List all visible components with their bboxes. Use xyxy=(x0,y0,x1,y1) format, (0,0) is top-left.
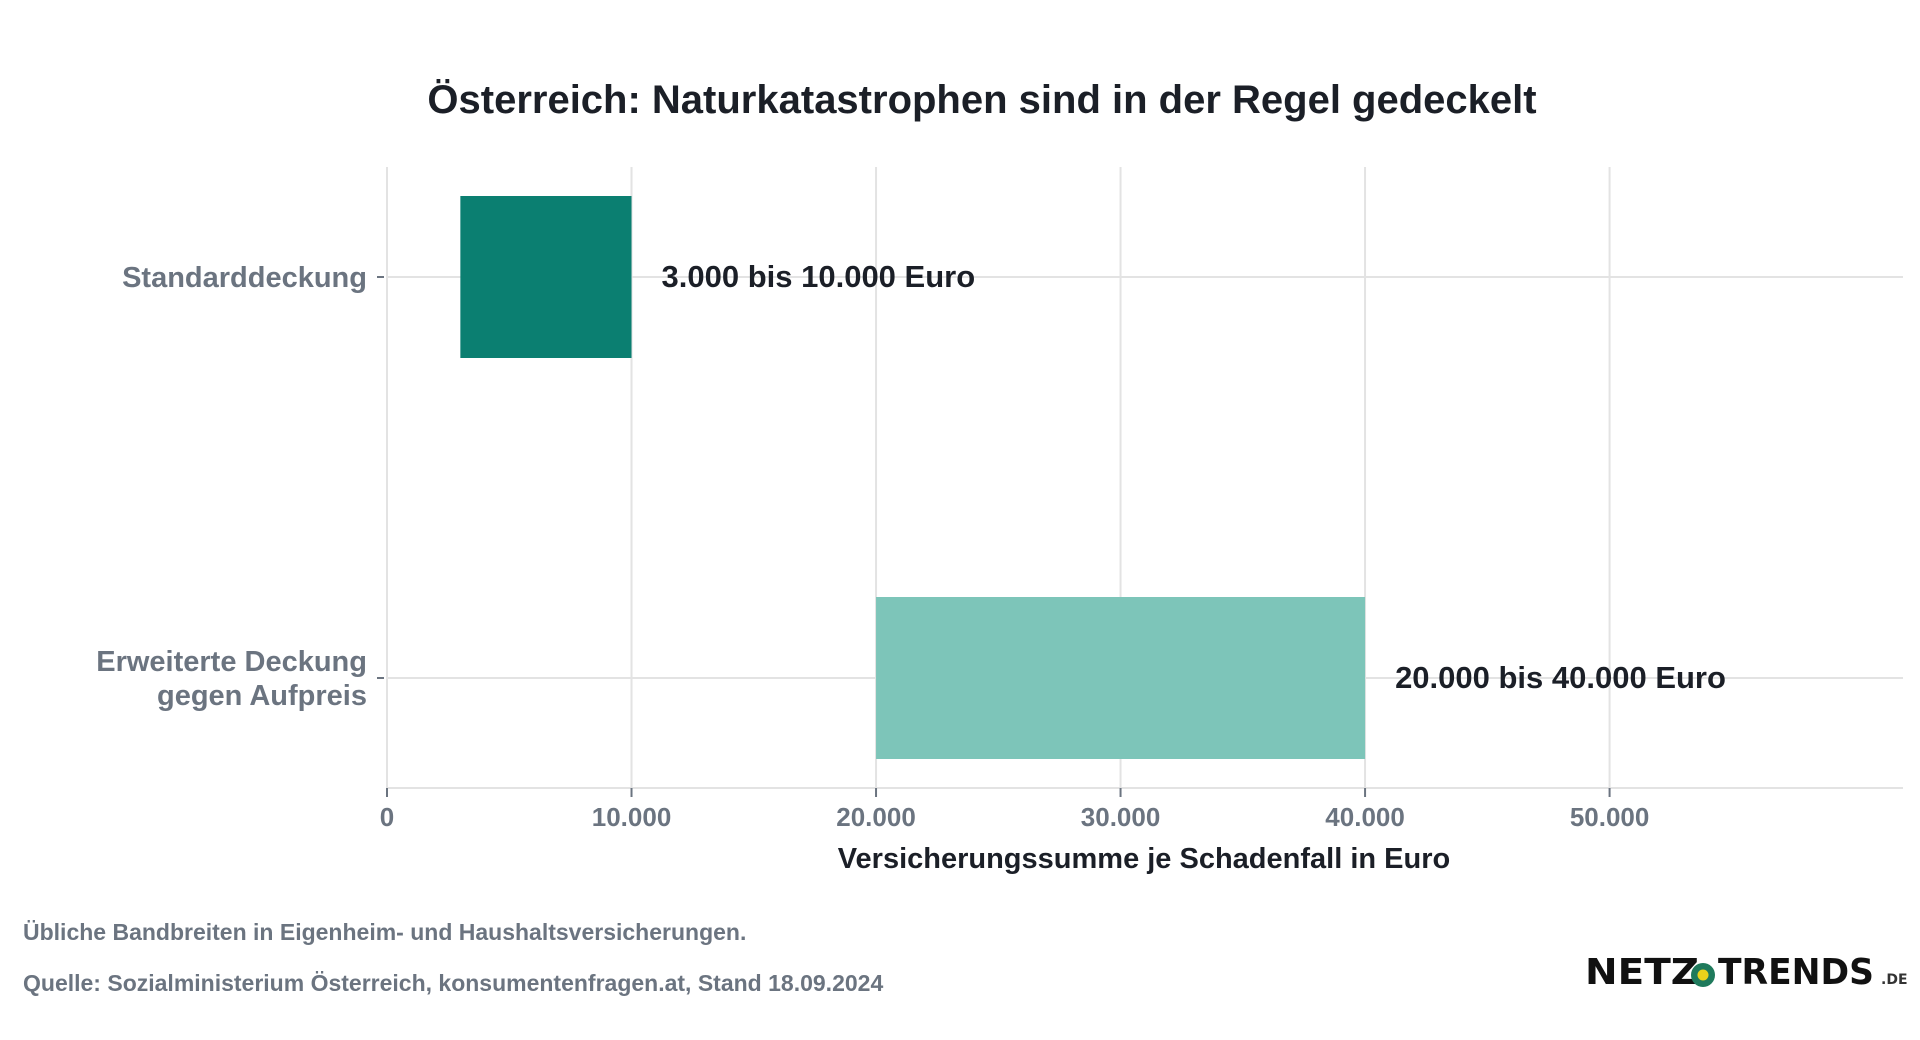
netztrends-logo: NETZ TRENDS .DE xyxy=(1585,952,1908,993)
bar-value-label: 20.000 bis 40.000 Euro xyxy=(1395,660,1726,695)
logo-text-netz: NETZ xyxy=(1585,952,1699,993)
x-axis-tick-label: 0 xyxy=(380,802,394,832)
chart-title: Österreich: Naturkatastrophen sind in de… xyxy=(427,77,1536,122)
bar xyxy=(876,597,1366,759)
footnote: Übliche Bandbreiten in Eigenheim- und Ha… xyxy=(23,919,746,945)
x-axis-tick-label: 40.000 xyxy=(1325,802,1405,832)
bars xyxy=(460,196,1366,759)
logo-dot-center-icon xyxy=(1697,969,1709,981)
x-axis-tick-label: 10.000 xyxy=(592,802,672,832)
x-axis-tick-label: 50.000 xyxy=(1570,802,1650,832)
x-axis-tick-label: 30.000 xyxy=(1081,802,1161,832)
y-axis-category-label: Standarddeckung xyxy=(122,262,367,294)
x-axis-ticks: 0 10.000 20.000 30.000 40.000 50.000 xyxy=(380,788,1650,832)
data-labels: 3.000 bis 10.000 Euro 20.000 bis 40.000 E… xyxy=(662,259,1726,695)
logo-text-trends: TRENDS xyxy=(1718,952,1874,993)
source-note: Quelle: Sozialministerium Österreich, ko… xyxy=(23,970,883,996)
logo-text-suffix: .DE xyxy=(1881,972,1908,988)
y-axis-category-label: Erweiterte Deckung xyxy=(96,646,367,678)
x-axis-label: Versicherungssumme je Schadenfall in Eur… xyxy=(838,843,1450,875)
x-axis-tick-label: 20.000 xyxy=(836,802,916,832)
bar xyxy=(460,196,632,358)
y-axis-category-label: gegen Aufpreis xyxy=(157,680,367,712)
bar-value-label: 3.000 bis 10.000 Euro xyxy=(662,259,976,294)
